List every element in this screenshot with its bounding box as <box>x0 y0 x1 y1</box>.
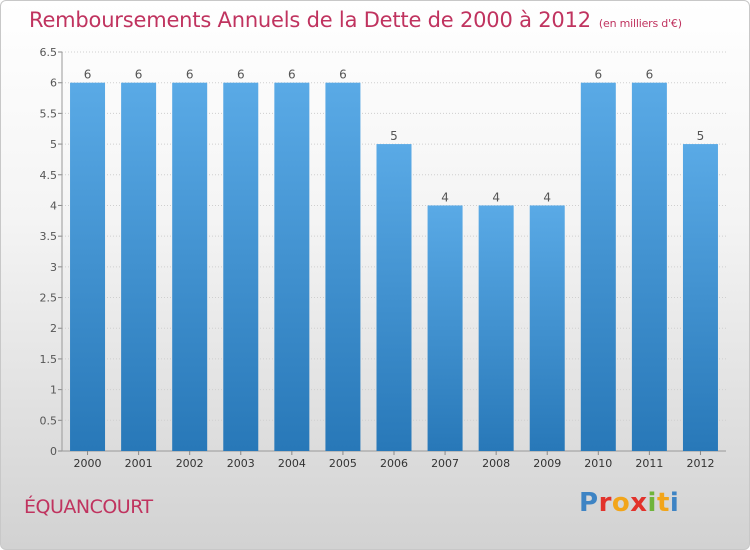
y-tick-label: 2.5 <box>40 292 58 305</box>
data-label: 6 <box>237 68 245 82</box>
logo-letter: x <box>630 488 648 518</box>
y-tick-label: 4.5 <box>40 169 58 182</box>
data-label: 4 <box>492 190 500 204</box>
x-tick-label: 2011 <box>635 457 663 470</box>
data-label: 6 <box>594 68 602 82</box>
bar <box>70 82 106 451</box>
bar <box>223 82 259 451</box>
x-tick-label: 2006 <box>380 457 408 470</box>
y-tick-label: 1 <box>50 384 57 397</box>
y-tick-label: 5 <box>50 138 57 151</box>
data-label: 5 <box>697 129 705 143</box>
chart-title-text: Remboursements Annuels de la Dette de 20… <box>29 8 591 32</box>
x-tick-label: 2010 <box>584 457 612 470</box>
bar <box>427 205 463 451</box>
y-tick-label: 6 <box>50 77 57 90</box>
x-tick-label: 2005 <box>329 457 357 470</box>
y-tick-label: 1.5 <box>40 353 58 366</box>
data-label: 6 <box>186 68 194 82</box>
commune-name: ÉQUANCOURT <box>24 496 153 518</box>
bar <box>682 144 718 452</box>
y-tick-label: 3 <box>50 261 57 274</box>
x-tick-label: 2008 <box>482 457 510 470</box>
bar <box>325 82 361 451</box>
data-label: 6 <box>339 68 347 82</box>
bar <box>172 82 208 451</box>
logo-letter: i <box>647 488 657 518</box>
logo-letter: r <box>598 488 612 518</box>
data-label: 5 <box>390 129 398 143</box>
y-tick-label: 6.5 <box>40 46 58 59</box>
y-tick-label: 2 <box>50 322 57 335</box>
bar <box>529 205 565 451</box>
logo-letter: t <box>656 488 670 518</box>
unit-label: (en milliers d'€) <box>598 17 682 30</box>
x-tick-label: 2001 <box>125 457 153 470</box>
x-tick-label: 2003 <box>227 457 255 470</box>
data-label: 6 <box>135 68 143 82</box>
x-tick-label: 2012 <box>686 457 714 470</box>
logo-letter: i <box>669 488 680 518</box>
logo-letter: o <box>611 488 631 518</box>
bar <box>274 82 310 451</box>
bar <box>376 144 412 452</box>
x-tick-label: 2000 <box>74 457 102 470</box>
x-tick-label: 2002 <box>176 457 204 470</box>
data-label: 6 <box>646 68 654 82</box>
x-tick-label: 2009 <box>533 457 561 470</box>
data-label: 6 <box>288 68 296 82</box>
bar <box>121 82 157 451</box>
bar <box>478 205 514 451</box>
y-tick-label: 4 <box>50 199 57 212</box>
logo-letter: P <box>579 488 599 518</box>
chart-title: Remboursements Annuels de la Dette de 20… <box>29 8 682 32</box>
bar <box>580 82 616 451</box>
y-tick-label: 0.5 <box>40 414 58 427</box>
data-label: 4 <box>543 190 551 204</box>
y-tick-label: 5.5 <box>40 107 58 120</box>
y-tick-label: 3.5 <box>40 230 58 243</box>
bar <box>631 82 667 451</box>
data-label: 4 <box>441 190 449 204</box>
data-label: 6 <box>84 68 92 82</box>
x-tick-label: 2004 <box>278 457 306 470</box>
y-tick-label: 0 <box>50 445 57 458</box>
x-tick-label: 2007 <box>431 457 459 470</box>
proxiti-logo: Proxiti <box>579 488 679 518</box>
